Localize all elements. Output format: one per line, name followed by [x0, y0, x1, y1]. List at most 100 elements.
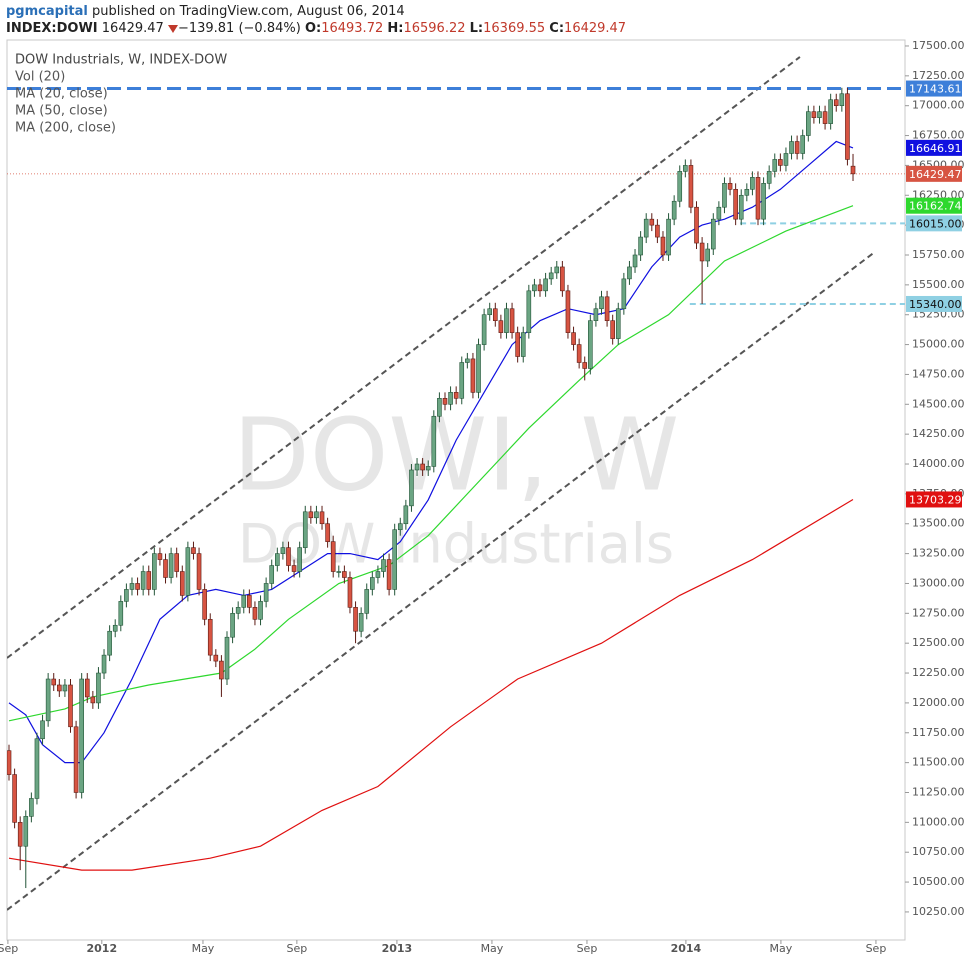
candle-body	[157, 553, 163, 560]
candle-body	[822, 111, 828, 124]
candle-body	[280, 547, 286, 554]
header-line-1: pgmcapital published on TradingView.com,…	[6, 3, 626, 20]
candle-body	[677, 171, 683, 202]
candle-body	[621, 278, 627, 310]
candle-body	[185, 547, 191, 596]
candle-body	[29, 798, 34, 817]
price-tag-label: 17143.61	[909, 83, 962, 96]
candle-body	[163, 559, 168, 578]
candle-body	[537, 284, 543, 292]
candle-body	[755, 177, 761, 220]
candle-body	[370, 577, 375, 590]
y-tick-label: 11250.00	[912, 785, 965, 798]
candle-body	[481, 314, 487, 345]
candle-body	[532, 284, 537, 292]
candle-body	[465, 358, 470, 363]
plot-area	[6, 39, 906, 941]
candle-body	[738, 194, 744, 220]
legend-item: MA (20, close)	[15, 87, 108, 102]
candle-body	[191, 547, 196, 554]
author[interactable]: pgmcapital	[6, 4, 88, 19]
candle-body	[588, 320, 593, 369]
price-tag	[906, 215, 962, 232]
candle-body	[224, 636, 230, 680]
candle-body	[124, 589, 129, 602]
y-tick-label: 17500.00	[912, 39, 965, 52]
y-tick-label: 17000.00	[912, 99, 965, 112]
legend-item: MA (50, close)	[15, 104, 108, 119]
candle-body	[17, 822, 23, 847]
candle-body	[699, 242, 705, 262]
x-tick-label: 2013	[382, 942, 413, 955]
candle-body	[57, 684, 62, 692]
legend-item: Vol (20)	[15, 70, 65, 85]
candle-body	[202, 589, 207, 620]
candle-body	[492, 308, 498, 321]
ma-line	[8, 498, 854, 871]
candle-body	[733, 189, 738, 220]
candle-body	[96, 672, 101, 704]
candle-body	[342, 571, 347, 578]
x-tick-label: 2012	[86, 942, 117, 955]
candle-body	[515, 332, 520, 357]
price-tag	[906, 139, 962, 156]
candle-body	[381, 559, 386, 572]
candle-body	[526, 290, 532, 333]
candle-body	[850, 165, 856, 175]
candle-body	[179, 571, 185, 596]
candle-body	[453, 392, 459, 399]
legend-title: DOW Industrials, W, INDEX-DOW	[15, 53, 227, 68]
symbol[interactable]: INDEX:DOWI	[6, 21, 98, 36]
candle-body	[302, 511, 308, 548]
y-tick-label: 11750.00	[912, 726, 965, 739]
y-tick-label: 11500.00	[912, 756, 965, 769]
candle-body	[543, 278, 548, 292]
y-tick-label: 13000.00	[912, 576, 965, 589]
candle-body	[660, 236, 666, 256]
candle-body	[638, 236, 643, 256]
price-tag-label: 13703.29	[909, 493, 962, 506]
candle-body	[498, 320, 504, 333]
y-tick-label: 15500.00	[912, 278, 965, 291]
candle-body	[761, 183, 766, 220]
candle-body	[828, 99, 833, 124]
candle-body	[101, 654, 107, 674]
candle-body	[520, 332, 526, 357]
candle-body	[839, 93, 845, 106]
ohlc-label: C:	[549, 21, 565, 36]
candle-body	[51, 678, 57, 686]
candle-body	[34, 738, 40, 799]
price-tag	[906, 197, 962, 214]
candle-body	[140, 571, 146, 590]
down-arrow	[167, 25, 178, 33]
header: pgmcapital published on TradingView.com,…	[6, 3, 626, 37]
candle-body	[196, 553, 202, 590]
candle-body	[811, 111, 817, 118]
legend-item: MA (200, close)	[15, 121, 116, 136]
candle-body	[560, 266, 565, 292]
y-tick-label: 11000.00	[912, 815, 965, 828]
candle-body	[649, 218, 655, 226]
candle-body	[23, 816, 29, 847]
open-value: 16493.72	[321, 21, 384, 36]
y-tick-label: 10750.00	[912, 845, 965, 858]
candle-body	[420, 463, 425, 471]
candle-body	[297, 547, 302, 572]
y-tick-label: 12250.00	[912, 666, 965, 679]
candle-body	[727, 183, 733, 190]
candle-body	[392, 529, 397, 590]
candle-body	[504, 308, 509, 333]
ohlc-label: O:	[304, 21, 322, 36]
high-value: 16596.22	[403, 21, 466, 36]
candle-body	[643, 218, 649, 238]
y-tick-label: 13250.00	[912, 547, 965, 560]
candle-body	[576, 344, 582, 363]
candle-body	[325, 523, 330, 542]
candle-body	[582, 362, 588, 369]
candle-body	[437, 398, 442, 417]
candle-body	[833, 99, 839, 106]
candle-body	[694, 206, 699, 244]
candle-body	[431, 415, 437, 467]
candle-body	[487, 308, 493, 316]
